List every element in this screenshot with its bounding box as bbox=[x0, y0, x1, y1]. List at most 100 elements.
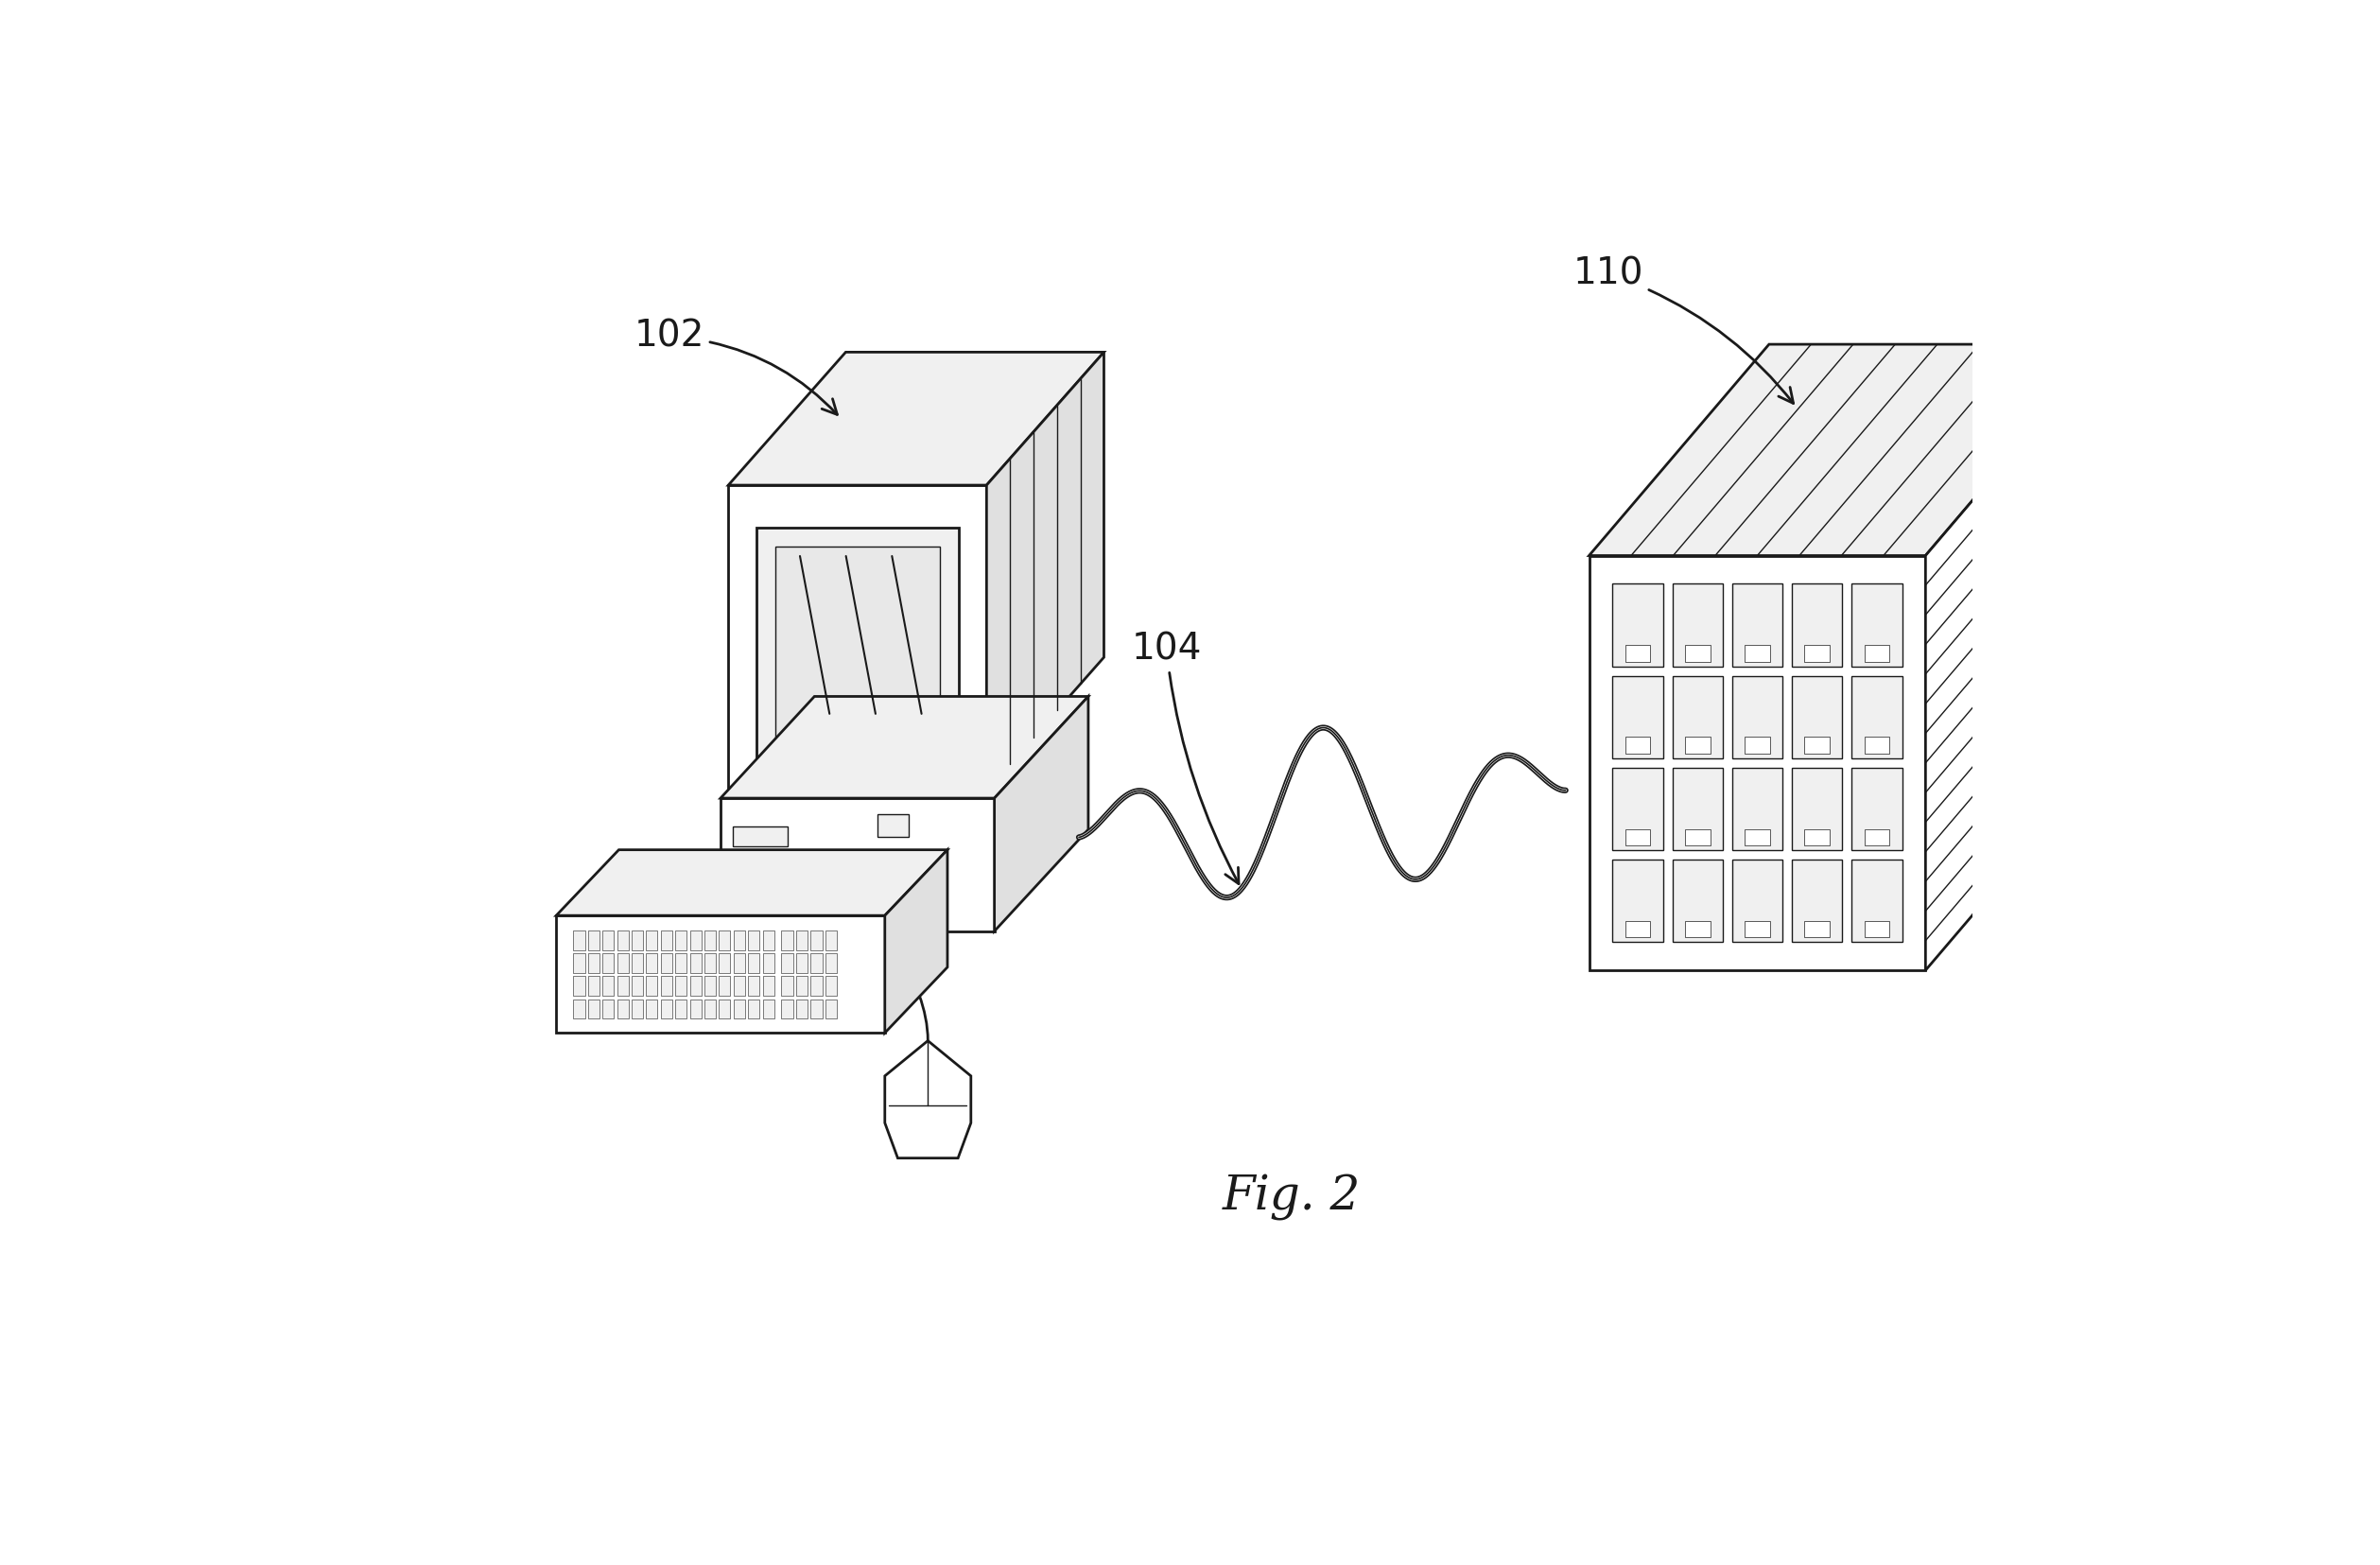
Polygon shape bbox=[719, 953, 731, 973]
Polygon shape bbox=[762, 953, 774, 973]
Polygon shape bbox=[690, 977, 702, 995]
Polygon shape bbox=[826, 977, 838, 995]
Polygon shape bbox=[1745, 737, 1771, 753]
Polygon shape bbox=[676, 977, 688, 995]
Polygon shape bbox=[1852, 584, 1902, 667]
Polygon shape bbox=[762, 930, 774, 950]
Polygon shape bbox=[1733, 676, 1783, 757]
Polygon shape bbox=[1673, 767, 1723, 850]
Polygon shape bbox=[1614, 676, 1664, 757]
Polygon shape bbox=[721, 798, 995, 931]
Polygon shape bbox=[1733, 859, 1783, 942]
Polygon shape bbox=[733, 998, 745, 1019]
Polygon shape bbox=[631, 977, 643, 995]
Text: 110: 110 bbox=[1573, 257, 1795, 404]
Polygon shape bbox=[885, 850, 947, 1033]
Polygon shape bbox=[1685, 829, 1711, 845]
Polygon shape bbox=[588, 953, 600, 973]
Polygon shape bbox=[747, 953, 759, 973]
Polygon shape bbox=[1745, 829, 1771, 845]
Polygon shape bbox=[757, 527, 959, 762]
Polygon shape bbox=[602, 977, 614, 995]
Polygon shape bbox=[826, 953, 838, 973]
Polygon shape bbox=[1673, 859, 1723, 942]
Polygon shape bbox=[1804, 645, 1830, 662]
Polygon shape bbox=[662, 977, 671, 995]
Polygon shape bbox=[733, 854, 788, 875]
Polygon shape bbox=[876, 814, 909, 837]
Polygon shape bbox=[795, 998, 807, 1019]
Polygon shape bbox=[1626, 645, 1649, 662]
Polygon shape bbox=[885, 1041, 971, 1158]
Polygon shape bbox=[747, 930, 759, 950]
Polygon shape bbox=[733, 883, 788, 903]
Polygon shape bbox=[616, 977, 628, 995]
Polygon shape bbox=[647, 977, 657, 995]
Polygon shape bbox=[647, 953, 657, 973]
Polygon shape bbox=[1745, 645, 1771, 662]
Polygon shape bbox=[1614, 584, 1664, 667]
Polygon shape bbox=[704, 930, 716, 950]
Polygon shape bbox=[1852, 676, 1902, 757]
Polygon shape bbox=[1673, 676, 1723, 757]
Polygon shape bbox=[616, 953, 628, 973]
Polygon shape bbox=[631, 930, 643, 950]
Polygon shape bbox=[631, 953, 643, 973]
Polygon shape bbox=[1864, 829, 1890, 845]
Polygon shape bbox=[1733, 584, 1783, 667]
Polygon shape bbox=[721, 696, 1088, 798]
Polygon shape bbox=[733, 930, 745, 950]
Polygon shape bbox=[733, 889, 826, 908]
Polygon shape bbox=[662, 953, 671, 973]
Polygon shape bbox=[1673, 584, 1723, 667]
Polygon shape bbox=[1792, 767, 1842, 850]
Polygon shape bbox=[574, 930, 585, 950]
Polygon shape bbox=[795, 930, 807, 950]
Polygon shape bbox=[1925, 344, 2106, 970]
Polygon shape bbox=[733, 911, 788, 931]
Polygon shape bbox=[704, 998, 716, 1019]
Polygon shape bbox=[557, 850, 947, 916]
Polygon shape bbox=[1864, 920, 1890, 937]
Polygon shape bbox=[747, 998, 759, 1019]
Polygon shape bbox=[1614, 767, 1664, 850]
Polygon shape bbox=[616, 930, 628, 950]
Polygon shape bbox=[1792, 584, 1842, 667]
Polygon shape bbox=[588, 977, 600, 995]
Polygon shape bbox=[1745, 920, 1771, 937]
Polygon shape bbox=[602, 998, 614, 1019]
Polygon shape bbox=[781, 953, 793, 973]
Polygon shape bbox=[719, 930, 731, 950]
Polygon shape bbox=[1864, 737, 1890, 753]
Text: 102: 102 bbox=[635, 319, 838, 415]
Polygon shape bbox=[1685, 737, 1711, 753]
Polygon shape bbox=[812, 977, 823, 995]
Polygon shape bbox=[795, 953, 807, 973]
Polygon shape bbox=[704, 953, 716, 973]
Polygon shape bbox=[602, 930, 614, 950]
Polygon shape bbox=[574, 977, 585, 995]
Polygon shape bbox=[812, 953, 823, 973]
Polygon shape bbox=[676, 998, 688, 1019]
Polygon shape bbox=[631, 998, 643, 1019]
Polygon shape bbox=[719, 977, 731, 995]
Polygon shape bbox=[1626, 920, 1649, 937]
Polygon shape bbox=[557, 916, 885, 1033]
Polygon shape bbox=[762, 977, 774, 995]
Polygon shape bbox=[728, 485, 988, 790]
Polygon shape bbox=[1804, 737, 1830, 753]
Polygon shape bbox=[733, 977, 745, 995]
Polygon shape bbox=[1614, 859, 1664, 942]
Polygon shape bbox=[821, 790, 892, 853]
Polygon shape bbox=[662, 930, 671, 950]
Polygon shape bbox=[728, 352, 1104, 485]
Polygon shape bbox=[690, 930, 702, 950]
Polygon shape bbox=[776, 546, 940, 743]
Polygon shape bbox=[1804, 920, 1830, 937]
Polygon shape bbox=[826, 998, 838, 1019]
Polygon shape bbox=[1733, 767, 1783, 850]
Polygon shape bbox=[812, 930, 823, 950]
Polygon shape bbox=[676, 953, 688, 973]
Text: 104: 104 bbox=[1130, 632, 1238, 884]
Polygon shape bbox=[781, 998, 793, 1019]
